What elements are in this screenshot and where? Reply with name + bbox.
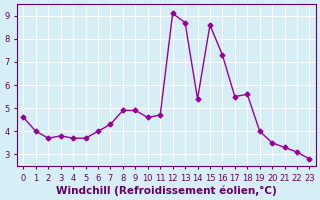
X-axis label: Windchill (Refroidissement éolien,°C): Windchill (Refroidissement éolien,°C)	[56, 185, 277, 196]
